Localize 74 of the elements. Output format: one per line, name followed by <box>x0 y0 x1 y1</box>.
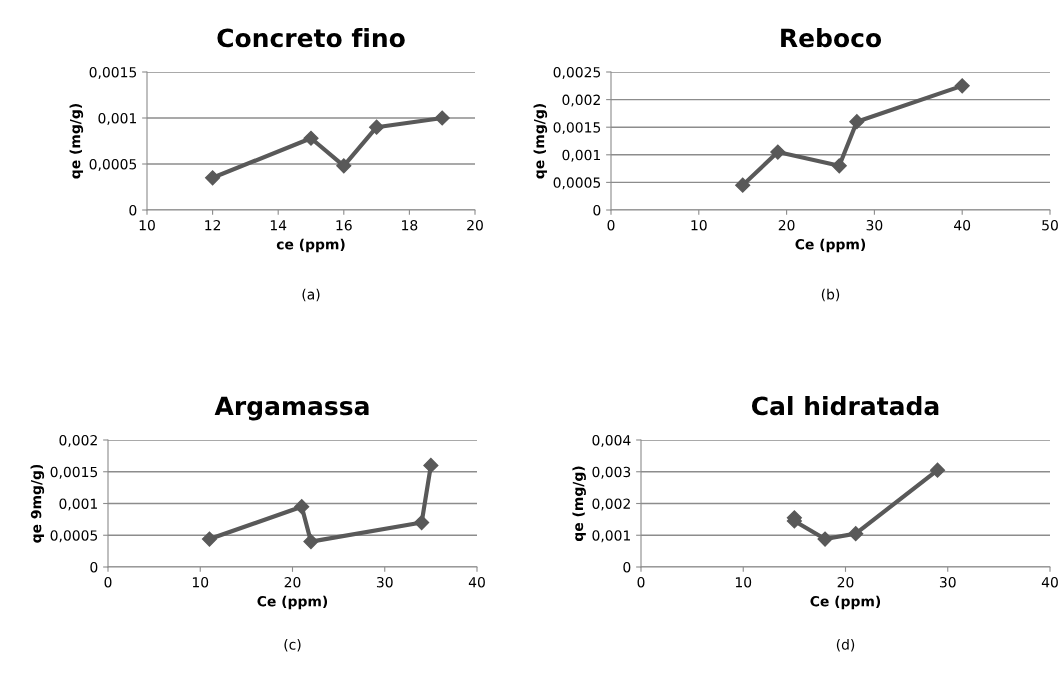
y-tick-label: 0,0015 <box>89 66 137 79</box>
chart-title: Argamassa <box>214 396 369 421</box>
y-tick-label: 0,004 <box>592 434 631 447</box>
x-tick-label: 16 <box>336 219 352 231</box>
y-tick-label: 0 <box>129 204 137 216</box>
y-tick-label: 0,0005 <box>89 158 137 171</box>
y-tick-label: 0,0025 <box>553 66 601 79</box>
x-axis-title: Ce (ppm) <box>257 595 328 610</box>
text: (b) <box>821 288 840 302</box>
y-tick-label: 0,001 <box>592 530 630 543</box>
y-axis-title: qe (mg/g) <box>572 466 586 542</box>
y-tick-label: 0,001 <box>562 149 600 162</box>
point <box>831 158 847 174</box>
x-tick-label: 0 <box>637 576 645 588</box>
point <box>770 144 786 160</box>
x-tick-label: 20 <box>837 576 854 588</box>
y-tick-label: 0,002 <box>59 434 97 447</box>
text: (c) <box>284 639 301 652</box>
x-tick-label: 40 <box>1041 576 1058 588</box>
point <box>735 177 751 193</box>
y-tick-label: 0 <box>593 204 601 216</box>
x-tick-label: 50 <box>1042 219 1058 231</box>
x-tick-label: 12 <box>205 219 221 231</box>
y-tick-label: 0,0005 <box>553 177 601 190</box>
point <box>414 514 430 531</box>
x-tick-label: 10 <box>192 576 209 588</box>
y-axis-title: qe (mg/g) <box>69 104 84 179</box>
x-tick-label: 20 <box>467 219 483 231</box>
text: (a) <box>302 288 320 302</box>
x-tick-label: 30 <box>939 576 956 588</box>
y-tick-label: 0 <box>623 561 631 573</box>
point <box>848 526 864 542</box>
y-tick-label: 0,002 <box>592 498 630 511</box>
chart-title: Cal hidratada <box>751 396 939 416</box>
x-tick-label: 30 <box>866 219 883 231</box>
point <box>434 110 450 126</box>
point <box>423 457 439 473</box>
x-tick-label: 18 <box>402 219 418 231</box>
point <box>929 462 946 478</box>
x-tick-label: 10 <box>735 576 752 588</box>
point <box>336 158 352 174</box>
point <box>205 170 221 186</box>
point <box>849 114 865 130</box>
x-tick-label: 40 <box>954 219 971 231</box>
point <box>817 531 833 547</box>
x-axis-title: ce (ppm) <box>276 238 345 253</box>
y-axis-title: qe 9mg/g) <box>30 464 45 543</box>
x-tick-label: 30 <box>376 576 393 588</box>
text: (d) <box>836 639 855 652</box>
y-tick-label: 0,001 <box>98 112 136 125</box>
point <box>201 531 218 547</box>
x-tick-label: 20 <box>778 219 795 231</box>
x-axis-title: Ce (ppm) <box>810 595 881 610</box>
point <box>303 534 319 550</box>
y-tick-label: 0,0015 <box>50 466 98 479</box>
y-tick-label: 0,0015 <box>553 122 601 135</box>
y-tick-label: 0,001 <box>59 498 97 511</box>
x-tick-label: 40 <box>468 576 485 588</box>
chart-title: Concreto fino <box>217 28 405 48</box>
x-tick-label: 10 <box>691 219 707 231</box>
y-tick-label: 0,003 <box>592 466 631 479</box>
x-tick-label: 14 <box>270 220 287 231</box>
x-tick-label: 20 <box>284 576 301 588</box>
point <box>303 130 319 146</box>
y-tick-label: 0 <box>90 561 98 573</box>
x-axis-title: Ce (ppm) <box>795 238 866 253</box>
y-tick-label: 0,0005 <box>50 530 98 543</box>
point <box>369 119 385 135</box>
point <box>294 499 310 515</box>
chart-title: Reboco <box>781 28 882 48</box>
y-tick-label: 0,002 <box>562 94 600 107</box>
y-axis-title: qe (mg/g) <box>533 104 548 179</box>
x-tick-label: 10 <box>139 219 155 231</box>
point <box>954 78 970 94</box>
